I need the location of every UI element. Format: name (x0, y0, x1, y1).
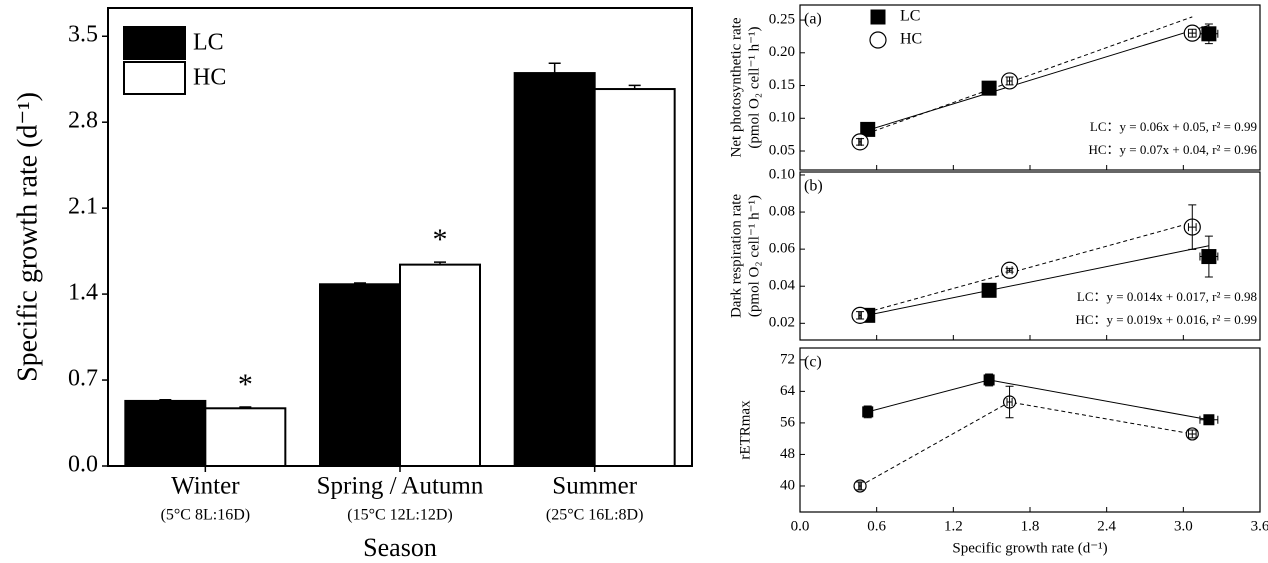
x-axis-title: Season (363, 533, 437, 562)
bar (124, 399, 207, 467)
error-bar (434, 261, 446, 265)
bar (319, 283, 401, 468)
x-error-bar (1199, 415, 1219, 424)
y-tick-label: 2.1 (68, 194, 98, 220)
x-error-bar (987, 286, 991, 295)
x-error-bar (1199, 252, 1219, 261)
x-tick-label: 0.0 (791, 518, 810, 534)
fit-line (867, 24, 1210, 131)
x-tick-label: Winter (171, 473, 240, 500)
y-tick-label: 0.04 (769, 278, 796, 294)
y-tick-label: 0.08 (769, 203, 795, 219)
x-error-bar (987, 84, 991, 93)
x-tick-label: Spring / Autumn (317, 473, 484, 500)
fit-equation: LC：y = 0.06x + 0.05, r² = 0.99 (1090, 119, 1257, 134)
category-note: (25°C 16L:8D) (546, 507, 644, 524)
legend-label: HC (193, 65, 226, 91)
x-tick-label: 3.6 (1251, 518, 1268, 534)
y-axis-title: rETRmax (737, 400, 753, 460)
y-tick-label: 0.15 (769, 77, 795, 93)
x-error-bar (858, 137, 862, 146)
error-bar (239, 406, 252, 409)
x-tick-label: 0.6 (867, 518, 886, 534)
legend-label: LC (900, 8, 920, 25)
legend-label: LC (193, 30, 224, 56)
y-tick-label: 0.06 (769, 241, 796, 257)
panel-label: (b) (804, 178, 823, 195)
x-tick-label: 2.4 (1097, 518, 1116, 534)
y-tick-label: 1.4 (68, 280, 98, 306)
x-error-bar (987, 375, 991, 384)
x-error-bar (1187, 29, 1197, 38)
x-axis-title: Specific growth rate (d⁻¹) (952, 540, 1107, 556)
y-tick-label: 0.05 (769, 142, 795, 158)
fit-line (867, 245, 1209, 316)
legend-marker (869, 31, 887, 49)
panel-label: (a) (804, 11, 822, 28)
y-tick-label: 64 (780, 383, 796, 399)
y-tick-label: 72 (780, 351, 795, 367)
x-error-bar (858, 311, 862, 320)
fit-equation: HC：y = 0.07x + 0.04, r² = 0.96 (1088, 142, 1257, 157)
bar (593, 88, 676, 467)
x-tick-label: 3.0 (1174, 518, 1193, 534)
plot-frame (107, 7, 693, 467)
legend-marker (870, 9, 886, 25)
y-tick-label: 0.10 (769, 110, 795, 126)
series-line (867, 379, 1209, 421)
y-tick-label: 0.7 (68, 366, 98, 392)
error-bar (548, 62, 561, 74)
category-note: (15°C 12L:12D) (347, 507, 453, 524)
bar (399, 263, 481, 467)
bar (513, 72, 596, 467)
fit-line (859, 16, 1193, 137)
y-tick-label: 0.25 (769, 11, 795, 27)
x-error-bar (1187, 223, 1197, 232)
y-tick-label: 48 (780, 446, 795, 462)
x-tick-label: 1.8 (1021, 518, 1040, 534)
y-tick-label: 0.10 (769, 166, 795, 182)
y-axis-title: Dark respiration rate (728, 194, 744, 318)
error-bar (354, 282, 366, 285)
y-tick-label: 0.0 (68, 452, 98, 478)
error-bar (628, 84, 641, 90)
y-axis-title: (pmol O₂ cell⁻¹ h⁻¹) (746, 26, 762, 148)
x-error-bar (865, 407, 870, 416)
legend-swatch (123, 61, 186, 95)
y-tick-label: 3.5 (68, 22, 98, 48)
y-tick-label: 56 (780, 414, 796, 430)
x-tick-label: 1.2 (944, 518, 963, 534)
significance-mark: * (238, 368, 253, 401)
x-error-bar (1187, 429, 1197, 438)
significance-mark: * (433, 223, 448, 256)
fit-equation: HC：y = 0.019x + 0.016, r² = 0.99 (1075, 312, 1257, 327)
y-tick-label: 0.20 (769, 44, 795, 60)
category-note: (5°C 8L:16D) (161, 507, 251, 524)
bar (204, 407, 287, 468)
series-line (859, 401, 1193, 487)
x-error-bar (1006, 76, 1013, 85)
panel-label: (c) (804, 354, 822, 371)
x-tick-label: Summer (552, 473, 637, 500)
x-error-bar (1006, 266, 1013, 275)
y-tick-label: 40 (780, 477, 795, 493)
y-tick-label: 0.02 (769, 315, 795, 331)
y-axis-title: (pmol O₂ cell⁻¹ h⁻¹) (746, 195, 762, 317)
fit-equation: LC：y = 0.014x + 0.017, r² = 0.98 (1077, 289, 1257, 304)
x-error-bar (1006, 398, 1013, 407)
y-axis-title: Net photosynthetic rate (728, 17, 744, 157)
x-error-bar (858, 481, 862, 490)
legend-swatch (123, 26, 186, 60)
y-axis-title: Specific growth rate (d⁻¹) (12, 92, 43, 382)
legend-label: HC (900, 31, 922, 48)
x-error-bar (865, 125, 870, 134)
error-bar (159, 398, 172, 401)
fit-line (859, 222, 1193, 315)
y-tick-label: 2.8 (68, 108, 98, 134)
